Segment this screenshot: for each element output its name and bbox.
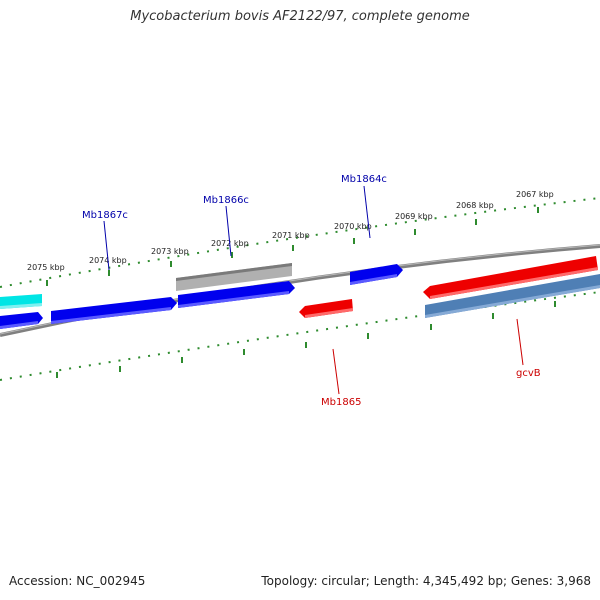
tick-label-2071: 2071 kbp — [272, 231, 310, 240]
gene-label-mb1864c[interactable]: Mb1864c — [341, 174, 387, 185]
gene-label-mb1867c[interactable]: Mb1867c — [82, 210, 128, 221]
leader-mb1864c — [363, 185, 371, 239]
gene-red-large[interactable] — [423, 256, 598, 299]
tick-label-2069: 2069 kbp — [395, 212, 433, 221]
gene-gcvB[interactable] — [425, 274, 600, 318]
gene-label-mb1865[interactable]: Mb1865 — [321, 397, 361, 408]
tick-label-2073: 2073 kbp — [151, 247, 189, 256]
leader-mb1865 — [332, 348, 340, 395]
lower-ruler — [0, 291, 600, 381]
gene-cyan[interactable] — [0, 294, 42, 309]
gene-mb1864c[interactable] — [350, 264, 403, 285]
gene-label-mb1866c[interactable]: Mb1866c — [203, 195, 249, 206]
gene-mb1866c-grey[interactable] — [176, 263, 292, 291]
leader-mb1867c — [103, 220, 110, 271]
tick-label-2068: 2068 kbp — [456, 201, 494, 210]
accession-text: Accession: NC_002945 — [9, 574, 146, 588]
gene-mb1866c[interactable] — [178, 281, 295, 308]
tick-label-2075: 2075 kbp — [27, 263, 65, 272]
gene-mb1865[interactable] — [299, 299, 353, 318]
genome-summary-text: Topology: circular; Length: 4,345,492 bp… — [261, 574, 591, 588]
tick-label-2067: 2067 kbp — [516, 190, 554, 199]
lower-major-ticks — [56, 301, 556, 378]
gene-left-edge-blue[interactable] — [0, 312, 43, 329]
upper-major-ticks — [46, 207, 539, 286]
map-title: Mycobacterium bovis AF2122/97, complete … — [130, 9, 470, 24]
leader-gcvB — [516, 318, 524, 366]
gene-label-gcvB[interactable]: gcvB — [516, 368, 541, 379]
leader-mb1866c — [225, 205, 232, 257]
gene-mb1867c[interactable] — [51, 297, 177, 324]
tick-label-2070: 2070 kbp — [334, 222, 372, 231]
